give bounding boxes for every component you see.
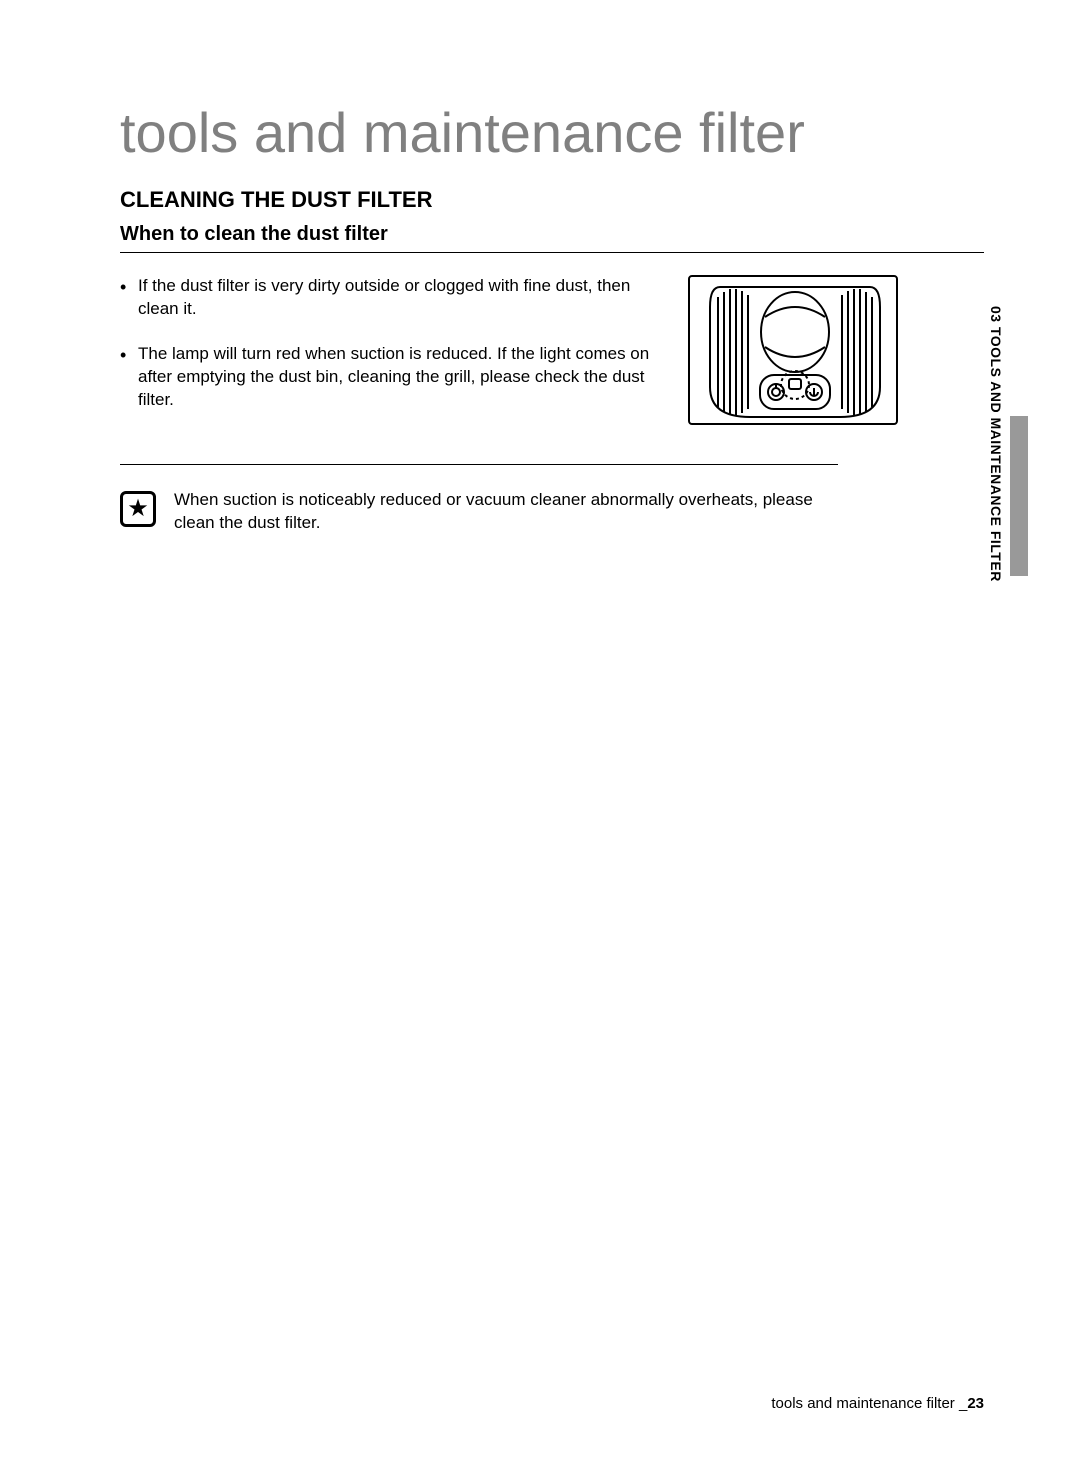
section-heading: CLEANING THE DUST FILTER: [120, 187, 984, 213]
list-item: The lamp will turn red when suction is r…: [120, 343, 668, 412]
bullet-list: If the dust filter is very dirty outside…: [120, 275, 668, 434]
star-note-icon: ★: [120, 491, 156, 527]
footer-page-number: 23: [967, 1395, 984, 1412]
section-subheading: When to clean the dust filter: [120, 223, 984, 246]
page-footer: tools and maintenance filter _23: [771, 1395, 984, 1412]
vacuum-illustration: [688, 275, 898, 425]
manual-page: tools and maintenance filter CLEANING TH…: [0, 0, 1080, 1472]
page-title: tools and maintenance filter: [120, 100, 984, 165]
note-text: When suction is noticeably reduced or va…: [174, 489, 834, 535]
vacuum-icon: [690, 277, 898, 425]
divider: [120, 252, 984, 253]
divider: [120, 464, 838, 465]
list-item: If the dust filter is very dirty outside…: [120, 275, 668, 321]
content-row: If the dust filter is very dirty outside…: [120, 275, 984, 434]
side-tab: 03 TOOLS AND MAINTENANCE FILTER: [986, 306, 1006, 596]
side-tab-marker: [1010, 416, 1028, 576]
side-tab-label: 03 TOOLS AND MAINTENANCE FILTER: [988, 306, 1004, 582]
footer-label: tools and maintenance filter _: [771, 1395, 967, 1412]
note-row: ★ When suction is noticeably reduced or …: [120, 489, 984, 535]
